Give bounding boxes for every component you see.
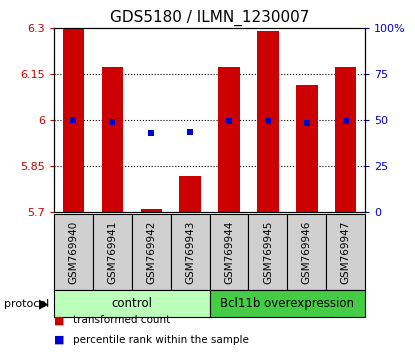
- Point: [187, 129, 193, 135]
- Text: percentile rank within the sample: percentile rank within the sample: [73, 335, 249, 345]
- Text: GSM769945: GSM769945: [263, 221, 273, 284]
- Text: ■: ■: [54, 335, 64, 345]
- Text: GSM769940: GSM769940: [68, 221, 78, 284]
- Point: [226, 119, 232, 124]
- Text: ▶: ▶: [39, 297, 49, 310]
- Text: GSM769944: GSM769944: [224, 221, 234, 284]
- Point: [70, 118, 77, 123]
- Point: [148, 130, 154, 136]
- Text: ■: ■: [54, 315, 64, 325]
- Text: GSM769943: GSM769943: [185, 221, 195, 284]
- Bar: [296, 85, 317, 212]
- Bar: [210, 290, 365, 317]
- Bar: [179, 176, 201, 212]
- Bar: [335, 67, 356, 212]
- Text: control: control: [111, 297, 152, 310]
- Bar: [93, 214, 132, 290]
- Bar: [287, 214, 326, 290]
- Point: [265, 119, 271, 124]
- Text: GSM769947: GSM769947: [341, 221, 351, 284]
- Text: GSM769941: GSM769941: [107, 221, 117, 284]
- Title: GDS5180 / ILMN_1230007: GDS5180 / ILMN_1230007: [110, 9, 309, 25]
- Bar: [54, 290, 210, 317]
- Point: [109, 119, 116, 125]
- Bar: [218, 67, 240, 212]
- Text: GSM769946: GSM769946: [302, 221, 312, 284]
- Point: [342, 119, 349, 124]
- Bar: [326, 214, 365, 290]
- Point: [303, 121, 310, 126]
- Text: protocol: protocol: [4, 298, 49, 309]
- Bar: [210, 214, 249, 290]
- Bar: [102, 67, 123, 212]
- Bar: [141, 209, 162, 212]
- Bar: [54, 214, 93, 290]
- Bar: [257, 32, 278, 212]
- Text: GSM769942: GSM769942: [146, 221, 156, 284]
- Text: transformed count: transformed count: [73, 315, 170, 325]
- Bar: [171, 214, 210, 290]
- Bar: [132, 214, 171, 290]
- Text: Bcl11b overexpression: Bcl11b overexpression: [220, 297, 354, 310]
- Bar: [63, 28, 84, 212]
- Bar: [249, 214, 287, 290]
